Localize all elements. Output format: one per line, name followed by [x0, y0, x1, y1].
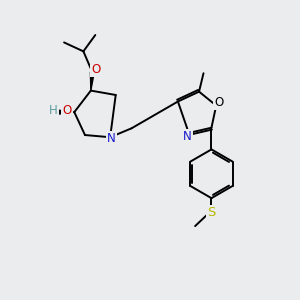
Text: O: O [91, 63, 101, 76]
Polygon shape [59, 110, 74, 114]
Text: O: O [214, 96, 224, 109]
Text: O: O [62, 104, 72, 117]
Text: N: N [107, 132, 116, 145]
Polygon shape [90, 72, 94, 91]
Text: N: N [183, 130, 192, 143]
Text: S: S [207, 206, 216, 219]
Text: H: H [49, 104, 58, 117]
